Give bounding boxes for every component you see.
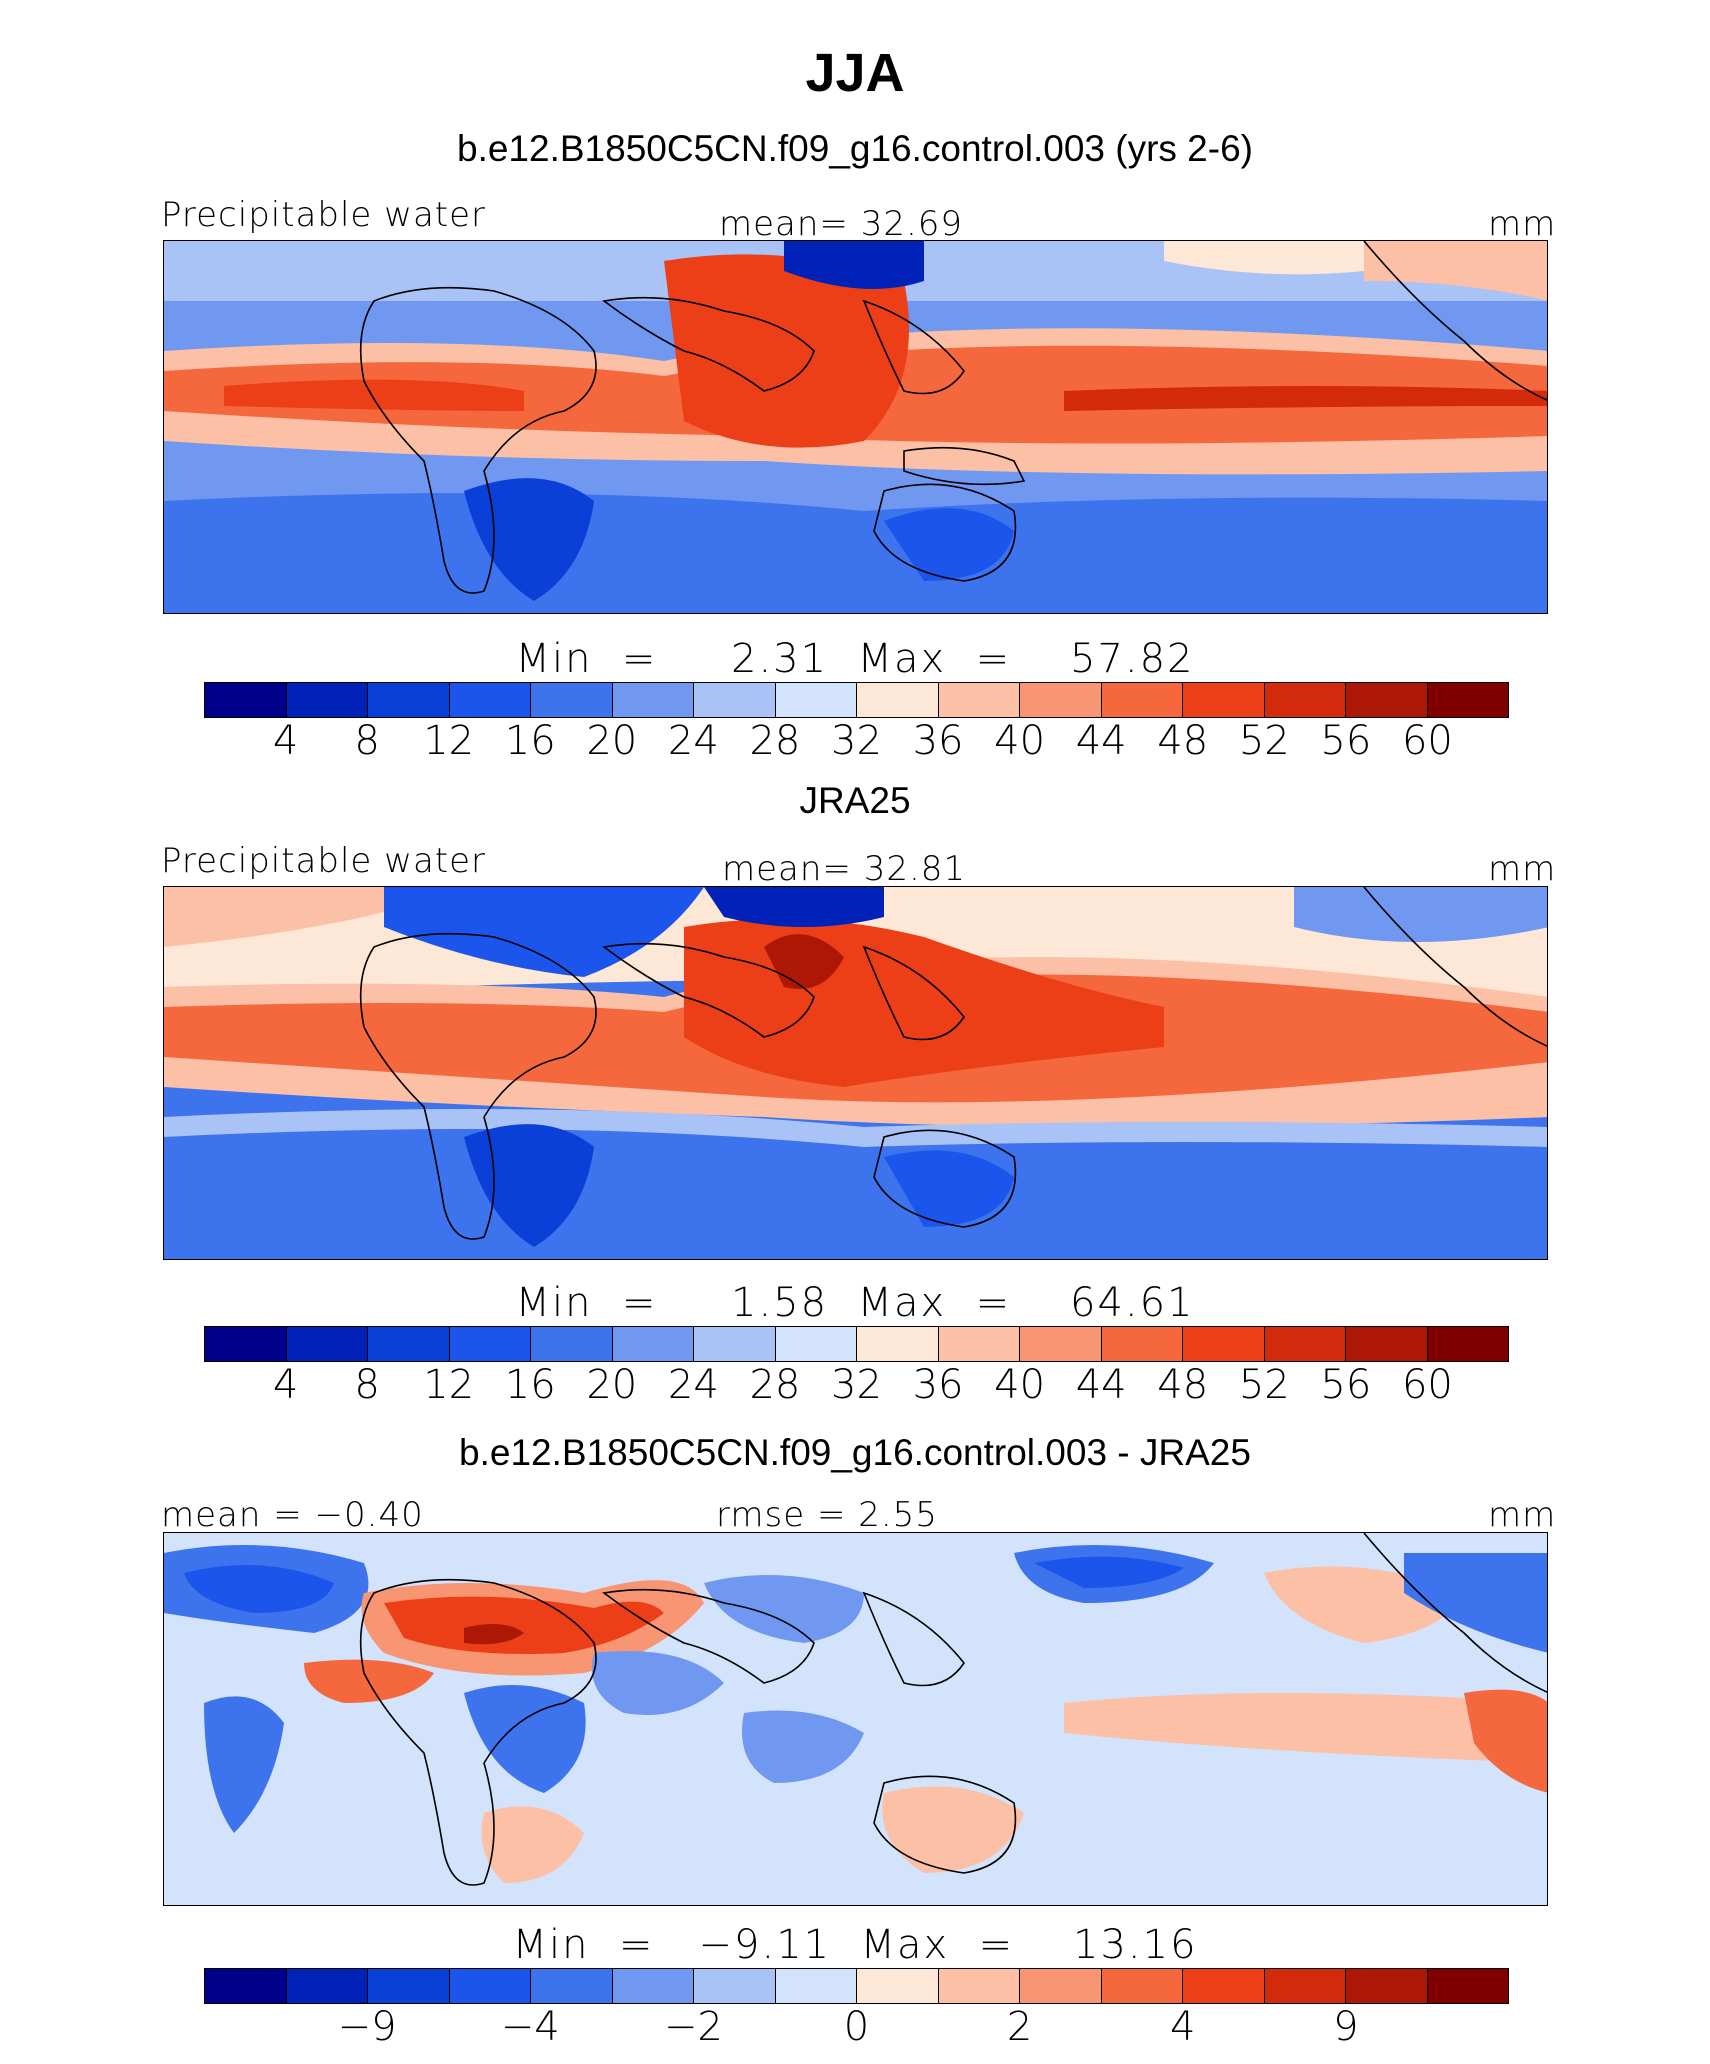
- colorbar-tick-label: −4: [500, 2004, 560, 2050]
- colorbar-tick-label: −9: [337, 2004, 397, 2050]
- colorbar-tick-label: 8: [354, 718, 380, 764]
- panel2-minmax: Min = 1.58 Max = 64.61: [515, 1280, 1195, 1326]
- panel3-units-label: mm: [1488, 1495, 1557, 1535]
- colorbar-tick-label: 0: [843, 2004, 870, 2050]
- colorbar-tick-label: 60: [1401, 718, 1453, 764]
- colorbar-tick-label: 8: [354, 1362, 380, 1408]
- panel1-map: [163, 240, 1548, 614]
- figure-title: JJA: [805, 43, 905, 103]
- colorbar-tick-label: 52: [1238, 1362, 1290, 1408]
- colorbar-tick-label: 56: [1320, 718, 1372, 764]
- colorbar-tick-label: 32: [831, 718, 882, 764]
- colorbar-tick-label: 32: [831, 1362, 882, 1408]
- colorbar-tick-label: 40: [994, 718, 1046, 764]
- panel3-mean-label: mean = −0.40: [161, 1495, 424, 1535]
- colorbar-tick-label: 4: [272, 718, 299, 764]
- colorbar-tick-label: 28: [749, 1362, 801, 1408]
- panel3-minmax: Min = −9.11 Max = 13.16: [512, 1922, 1198, 1968]
- panel1-title: b.e12.B1850C5CN.f09_g16.control.003 (yrs…: [457, 128, 1253, 169]
- colorbar-tick-label: 44: [1075, 1362, 1127, 1408]
- panel1-colorbar: [204, 682, 1509, 718]
- colorbar-tick-label: 52: [1238, 718, 1290, 764]
- colorbar-tick-label: 24: [667, 718, 719, 764]
- panel3-rmse-label: rmse = 2.55: [716, 1495, 938, 1535]
- colorbar-tick-label: 56: [1320, 1362, 1372, 1408]
- panel1-variable-label: Precipitable water: [161, 195, 487, 235]
- colorbar-tick-label: 12: [423, 1362, 475, 1408]
- colorbar-tick-label: 24: [667, 1362, 719, 1408]
- colorbar-tick-label: 20: [586, 718, 638, 764]
- panel2-title: JRA25: [799, 780, 911, 821]
- colorbar-tick-label: −2: [663, 2004, 723, 2050]
- colorbar-tick-label: 4: [1170, 2004, 1196, 2050]
- panel1-minmax: Min = 2.31 Max = 57.82: [515, 636, 1195, 682]
- colorbar-tick-label: 48: [1157, 718, 1209, 764]
- colorbar-tick-label: 16: [504, 1362, 556, 1408]
- panel3-colorbar: [204, 1968, 1509, 2004]
- colorbar-tick-label: 20: [586, 1362, 638, 1408]
- panel2-colorbar: [204, 1326, 1509, 1362]
- panel1-mean-label: mean= 32.69: [719, 204, 964, 244]
- colorbar-tick-label: 4: [272, 1362, 299, 1408]
- colorbar-tick-label: 28: [749, 718, 801, 764]
- colorbar-tick-label: 12: [423, 718, 475, 764]
- panel2-variable-label: Precipitable water: [161, 841, 487, 881]
- panel1-units-label: mm: [1488, 204, 1557, 244]
- panel3-map: [163, 1532, 1548, 1906]
- colorbar-tick-label: 36: [912, 718, 964, 764]
- panel2-units-label: mm: [1488, 849, 1557, 889]
- panel3-title: b.e12.B1850C5CN.f09_g16.control.003 - JR…: [459, 1432, 1251, 1473]
- panel2-mean-label: mean= 32.81: [722, 849, 967, 889]
- colorbar-tick-label: 44: [1075, 718, 1127, 764]
- colorbar-tick-label: 9: [1333, 2004, 1359, 2050]
- colorbar-tick-label: 48: [1157, 1362, 1209, 1408]
- colorbar-tick-label: 36: [912, 1362, 964, 1408]
- colorbar-tick-label: 60: [1401, 1362, 1453, 1408]
- colorbar-tick-label: 40: [994, 1362, 1046, 1408]
- panel2-map: [163, 886, 1548, 1260]
- colorbar-tick-label: 2: [1006, 2004, 1033, 2050]
- colorbar-tick-label: 16: [504, 718, 556, 764]
